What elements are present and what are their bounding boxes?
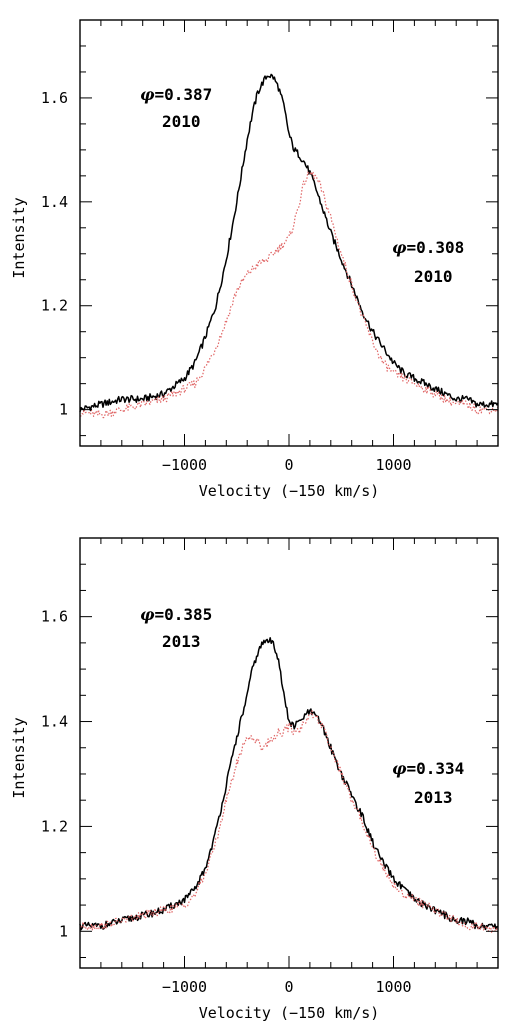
y-tick-label: 1.2 bbox=[41, 817, 68, 835]
series-line-1-solid bbox=[79, 73, 499, 413]
year-annotation: 2010 bbox=[414, 267, 453, 286]
phase-annotation: φ=0.308 bbox=[392, 238, 464, 257]
x-tick-label: 0 bbox=[284, 978, 293, 996]
chart-panel-2: −1000 0 1000 1 1.2 1.4 1.6 Velocity (−150 km/s)… bbox=[10, 537, 499, 1022]
y-tick-label: 1 bbox=[59, 401, 68, 419]
y-tick-label: 1 bbox=[59, 922, 68, 940]
tick-marks bbox=[79, 537, 499, 968]
series-line-2-dotted bbox=[79, 171, 499, 419]
x-tick-label: −1000 bbox=[162, 978, 207, 996]
y-tick-label: 1.6 bbox=[41, 89, 68, 107]
x-axis-label: Velocity (−150 km/s) bbox=[199, 1004, 380, 1022]
x-axis-label: Velocity (−150 km/s) bbox=[199, 482, 380, 500]
x-tick-label: −1000 bbox=[162, 456, 207, 474]
y-tick-label: 1.2 bbox=[41, 297, 68, 315]
year-annotation: 2013 bbox=[414, 788, 453, 807]
series-group bbox=[79, 637, 499, 934]
y-tick-label: 1.6 bbox=[41, 608, 68, 626]
x-tick-label: 0 bbox=[284, 456, 293, 474]
phase-annotation: φ=0.387 bbox=[140, 85, 212, 104]
year-annotation: 2013 bbox=[162, 632, 201, 651]
x-tick-label: 1000 bbox=[375, 456, 411, 474]
y-tick-label: 1.4 bbox=[41, 193, 68, 211]
plot-frame bbox=[79, 537, 499, 969]
x-tick-label: 1000 bbox=[375, 978, 411, 996]
phase-annotation: φ=0.334 bbox=[392, 759, 464, 778]
y-axis-label: Intensity bbox=[10, 717, 28, 798]
plot-frame bbox=[79, 19, 499, 447]
tick-marks bbox=[79, 19, 499, 446]
chart-panel-1: −1000 0 1000 1 1.2 1.4 1.6 Velocity (−150 km/s)… bbox=[10, 19, 499, 500]
phase-annotation: φ=0.385 bbox=[140, 605, 212, 624]
series-group bbox=[79, 73, 499, 419]
year-annotation: 2010 bbox=[162, 112, 201, 131]
series-line-2-dotted bbox=[79, 710, 499, 934]
series-line-1-solid bbox=[79, 637, 499, 931]
y-axis-label: Intensity bbox=[10, 197, 28, 278]
y-tick-label: 1.4 bbox=[41, 713, 68, 731]
